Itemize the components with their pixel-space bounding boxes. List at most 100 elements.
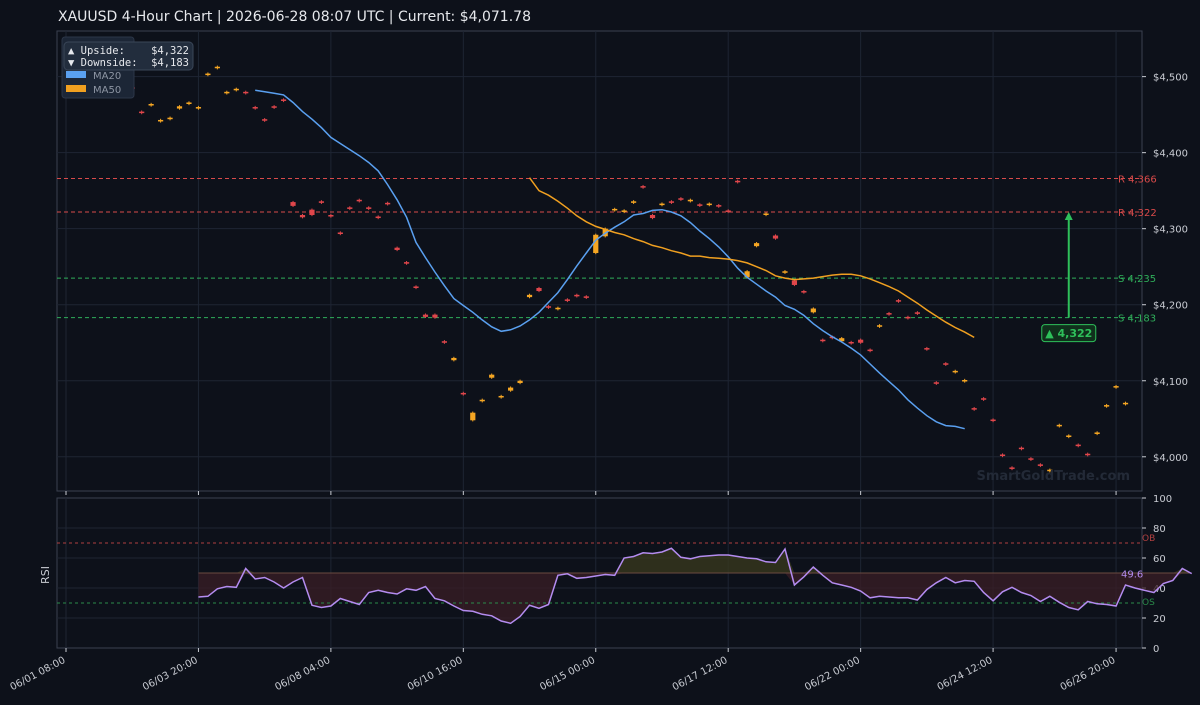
candle-body <box>205 73 211 76</box>
watermark: SmartGoldTrade.com <box>976 469 1130 484</box>
candle-body <box>299 215 306 218</box>
candle-body <box>555 307 561 310</box>
price-y-tick-label: $4,400 <box>1153 149 1188 160</box>
candle-body <box>735 180 741 183</box>
candle-body <box>441 341 447 343</box>
upside-label: ▲ Upside: <box>68 45 125 57</box>
candle-body <box>876 325 883 327</box>
candle-body <box>526 294 533 298</box>
candle-body <box>139 111 145 114</box>
candle-body <box>687 199 693 202</box>
candle-body <box>631 201 637 203</box>
candle-body <box>366 207 372 209</box>
candle-body <box>848 341 854 344</box>
candle-body <box>271 106 277 108</box>
candle-body <box>479 399 485 402</box>
candle-body <box>413 286 419 288</box>
target-box: ▲ Upside: $4,322 ▼ Downside: $4,183 <box>63 41 194 71</box>
candle-body <box>195 107 202 109</box>
ma50-line <box>528 177 975 339</box>
candle-body <box>649 215 656 219</box>
candle-body <box>148 103 154 106</box>
chart-title: XAUUSD 4-Hour Chart | 2026-06-28 08:07 U… <box>58 9 531 25</box>
candle-body <box>214 66 220 69</box>
candle-body <box>186 102 192 104</box>
rsi-y-tick-label: 60 <box>1153 554 1166 565</box>
level-label-resistance: R 4,322 <box>1118 208 1157 219</box>
candle-body <box>252 107 258 109</box>
price-y-tick-label: $4,000 <box>1153 453 1188 464</box>
candle-body <box>706 203 712 206</box>
rsi-y-tick-label: 80 <box>1153 524 1166 535</box>
price-y-tick-label: $4,100 <box>1153 377 1188 388</box>
candle-body <box>375 216 381 219</box>
candle-body <box>697 204 703 206</box>
candle-body <box>839 338 845 342</box>
candle-body <box>583 296 589 298</box>
candle-body <box>1037 464 1043 466</box>
candle-body <box>1066 435 1072 438</box>
candle-body <box>574 294 580 297</box>
candle-body <box>612 208 618 211</box>
candle-body <box>536 287 542 292</box>
candle-body <box>820 339 826 342</box>
candle-body <box>564 299 570 301</box>
candle-body <box>224 91 230 94</box>
candle-body <box>924 348 930 350</box>
price-y-tick-label: $4,500 <box>1153 73 1188 84</box>
candle-body <box>517 380 523 384</box>
price-panel: $4,000 $4,100 $4,200 $4,300 $4,400 $4,500 R 4,… <box>56 30 1188 495</box>
level-label-resistance: R 4,366 <box>1118 175 1157 186</box>
candle-body <box>640 186 646 188</box>
target-badge <box>1041 324 1097 343</box>
candle-body <box>668 201 675 203</box>
candle-body <box>886 313 892 315</box>
candle-body <box>318 201 325 203</box>
candle-body <box>716 205 722 207</box>
rsi-y-tick-label: 20 <box>1153 614 1166 625</box>
candle-body <box>933 382 939 384</box>
rsi-ob-label: OB <box>1142 534 1155 544</box>
candle-body <box>356 199 362 202</box>
candle-body <box>432 314 438 318</box>
candle-body <box>233 88 239 91</box>
candle-body <box>309 209 315 215</box>
candle-body <box>167 117 173 120</box>
candle-body <box>943 363 949 365</box>
candle-body <box>1028 458 1034 460</box>
price-plot-area <box>56 30 1143 492</box>
candle-body <box>678 198 684 200</box>
candle-body <box>782 271 788 273</box>
candle-body <box>290 202 296 206</box>
candle-body <box>158 119 164 122</box>
candle-body <box>1122 402 1129 405</box>
price-y-tick-label: $4,300 <box>1153 225 1188 236</box>
rsi-os-label: OS <box>1142 598 1155 608</box>
candle-body <box>337 232 343 235</box>
candle-body <box>243 91 249 94</box>
rsi-y-tick-label: 0 <box>1153 644 1159 655</box>
candle-body <box>621 210 627 212</box>
candle-body <box>990 419 996 422</box>
candle-body <box>971 408 977 410</box>
downside-label: ▼ Downside: <box>68 57 138 69</box>
target-arrow-head <box>1064 211 1073 220</box>
candle-body <box>385 202 391 205</box>
candle-body <box>498 395 504 398</box>
candle-body <box>470 412 476 421</box>
rsi-below-mid-fill <box>198 573 1192 624</box>
candle-body <box>545 306 552 308</box>
candle-body <box>328 215 334 217</box>
candle-body <box>1085 453 1091 456</box>
candle-body <box>905 316 911 319</box>
rsi-line <box>198 547 1193 625</box>
candle-body <box>981 398 987 400</box>
candle-body <box>1009 467 1015 469</box>
target-box-bg <box>63 41 194 71</box>
candle-body <box>1113 386 1119 388</box>
candle-body <box>489 374 495 378</box>
level-label-support: S 4,235 <box>1118 274 1156 285</box>
candle-body <box>451 357 457 361</box>
candle-body <box>280 99 287 101</box>
